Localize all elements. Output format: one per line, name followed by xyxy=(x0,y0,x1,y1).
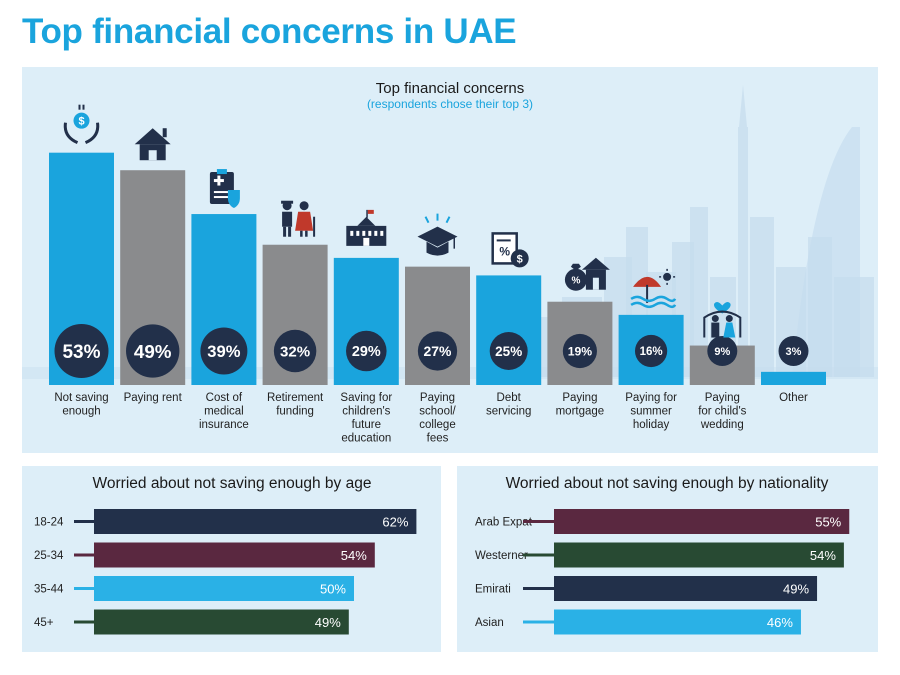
nationality-leader-0 xyxy=(523,520,558,523)
financial-concerns-chart: Top financial concerns (respondents chos… xyxy=(22,80,878,445)
age-leader-0 xyxy=(74,520,98,523)
nationality-chart: Worried about not saving enough by natio… xyxy=(475,475,850,635)
svg-text:%: % xyxy=(571,276,580,287)
value-badge-7 xyxy=(562,333,597,369)
age-value-1: 54% xyxy=(341,548,367,563)
value-label-9: 9% xyxy=(714,346,730,358)
value-badge-5 xyxy=(417,331,458,371)
value-label-4: 29% xyxy=(352,344,381,360)
category-label-10: Other xyxy=(779,392,808,404)
mortgage-house-icon: % xyxy=(564,257,610,291)
nationality-value-0: 55% xyxy=(815,515,841,530)
category-label-6: Debt servicing xyxy=(486,392,531,418)
value-badge-4 xyxy=(346,330,387,372)
svg-text:$: $ xyxy=(517,253,523,265)
age-category-1: 25-34 xyxy=(34,550,64,562)
category-label-4: Saving for children's future education xyxy=(340,392,392,445)
nationality-chart-title: Worried about not saving enough by natio… xyxy=(506,475,829,492)
value-badge-9 xyxy=(707,336,738,366)
age-value-3: 49% xyxy=(315,615,341,630)
age-bar-3 xyxy=(94,609,349,635)
nationality-category-1: Westerner xyxy=(475,550,528,562)
value-badge-2 xyxy=(200,327,248,375)
category-label-3: Retirement funding xyxy=(267,392,324,418)
value-label-0: 53% xyxy=(62,342,100,363)
category-label-1: Paying rent xyxy=(124,392,183,404)
nationality-leader-2 xyxy=(523,587,558,590)
value-label-5: 27% xyxy=(424,343,453,359)
age-bar-0 xyxy=(94,509,417,534)
elderly-couple-icon xyxy=(281,200,316,237)
age-value-2: 50% xyxy=(320,582,346,597)
nationality-leader-1 xyxy=(523,553,558,557)
value-label-6: 25% xyxy=(495,344,522,359)
age-value-0: 62% xyxy=(382,515,408,530)
value-badge-3 xyxy=(273,329,317,373)
category-label-9: Paying for child's wedding xyxy=(698,392,746,431)
svg-text:%: % xyxy=(499,244,510,258)
wedding-couple-icon xyxy=(703,301,742,338)
category-label-5: Paying school/college fees xyxy=(419,392,456,445)
age-leader-1 xyxy=(74,553,98,557)
age-chart: Worried about not saving enough by age 1… xyxy=(34,475,417,635)
nationality-category-0: Arab Expat xyxy=(475,517,533,529)
graduation-cap-icon xyxy=(417,213,458,256)
nationality-leader-3 xyxy=(523,620,558,624)
value-label-8: 16% xyxy=(640,346,663,358)
nationality-bar-2 xyxy=(554,576,818,601)
debt-document-icon: %$ xyxy=(491,232,529,268)
nationality-bar-3 xyxy=(554,609,801,635)
value-badge-0 xyxy=(54,324,109,378)
nationality-value-1: 54% xyxy=(810,548,836,563)
category-label-2: Cost of medical insurance xyxy=(199,392,249,431)
age-chart-title: Worried about not saving enough by age xyxy=(93,475,372,492)
value-label-10: 3% xyxy=(786,346,802,358)
nationality-value-3: 46% xyxy=(767,615,793,630)
value-label-7: 19% xyxy=(568,344,593,358)
age-category-2: 35-44 xyxy=(34,584,64,596)
nationality-category-3: Asian xyxy=(475,617,504,629)
age-category-3: 45+ xyxy=(34,617,54,629)
age-leader-2 xyxy=(74,587,98,590)
value-badge-10 xyxy=(778,336,809,366)
main-chart-panel: Top financial concerns (respondents chos… xyxy=(22,67,878,453)
svg-text:$: $ xyxy=(78,116,84,128)
value-badge-6 xyxy=(489,332,528,370)
age-category-0: 18-24 xyxy=(34,517,64,529)
age-leader-3 xyxy=(74,620,98,624)
nationality-bar-1 xyxy=(554,542,844,568)
age-bar-2 xyxy=(94,576,354,601)
nationality-chart-panel: Worried about not saving enough by natio… xyxy=(457,466,878,652)
value-badge-8 xyxy=(634,334,668,368)
category-label-0: Not saving enough xyxy=(54,392,108,418)
bar-10 xyxy=(761,371,826,385)
medical-clipboard-icon xyxy=(209,169,240,209)
page-title: Top financial concerns in UAE xyxy=(22,12,517,51)
chart-subtitle: (respondents chose their top 3) xyxy=(367,97,533,111)
category-label-7: Paying mortgage xyxy=(556,392,605,418)
nationality-value-2: 49% xyxy=(783,582,809,597)
school-building-icon xyxy=(346,209,387,246)
value-badge-1 xyxy=(126,324,180,378)
value-label-3: 32% xyxy=(280,343,310,360)
nationality-bar-0 xyxy=(554,509,850,534)
value-label-1: 49% xyxy=(134,341,172,362)
chart-title: Top financial concerns xyxy=(376,80,524,97)
value-label-2: 39% xyxy=(207,342,240,361)
category-label-8: Paying for summer holiday xyxy=(625,392,677,431)
money-hands-icon: $ xyxy=(63,104,100,145)
nationality-category-2: Emirati xyxy=(475,584,511,596)
beach-umbrella-icon xyxy=(630,268,677,309)
age-bar-1 xyxy=(94,542,375,568)
age-chart-panel: Worried about not saving enough by age 1… xyxy=(22,466,441,652)
house-icon xyxy=(134,128,171,161)
